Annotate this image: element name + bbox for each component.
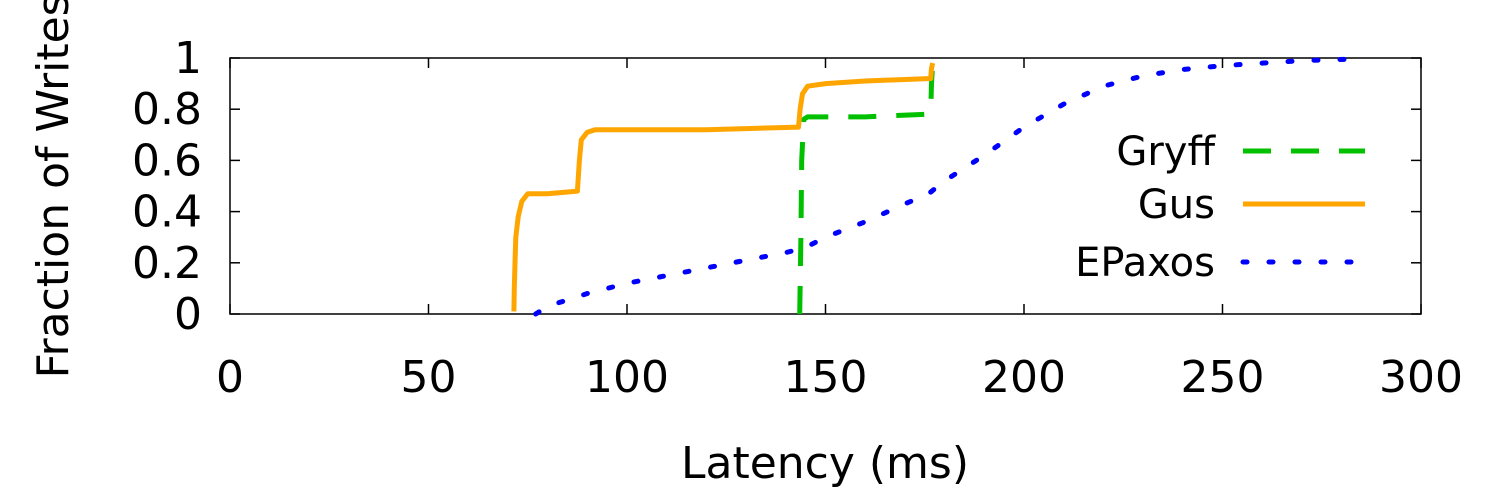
legend-label-gus: Gus: [1138, 182, 1215, 228]
series-lines: [511, 56, 1349, 317]
x-tick-label: 50: [401, 352, 457, 403]
y-tick-label: 0: [174, 289, 202, 340]
x-tick-label: 250: [1181, 352, 1265, 403]
x-axis-title: Latency (ms): [681, 438, 969, 489]
plot-frame: [229, 57, 1422, 315]
x-tick-label: 100: [585, 352, 669, 403]
y-axis-title: Fraction of Writes: [28, 0, 79, 379]
y-tick-label: 1: [174, 33, 202, 84]
y-tick-label: 0.4: [132, 187, 202, 238]
legend-label-gryff: Gryff: [1116, 129, 1216, 175]
legend: Gryff Gus EPaxos: [1075, 129, 1368, 286]
y-tick-label: 0.2: [132, 238, 202, 289]
plot-area: [229, 57, 1422, 315]
y-tick-label: 0.8: [132, 84, 202, 135]
x-tick-label: 200: [982, 352, 1066, 403]
x-tick-label: 150: [784, 352, 868, 403]
y-tick-label: 0.6: [132, 135, 202, 186]
legend-label-epaxos: EPaxos: [1075, 240, 1215, 286]
series-line-gryff: [797, 62, 936, 315]
x-tick-label: 0: [216, 352, 244, 403]
x-tick-label: 300: [1379, 352, 1463, 403]
series-line-gus: [511, 62, 936, 312]
series-line-epaxos: [533, 56, 1349, 317]
